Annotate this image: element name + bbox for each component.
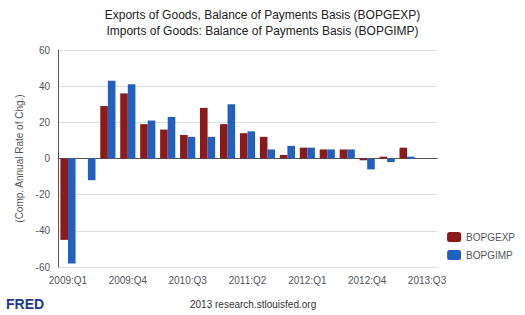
svg-text:2011:Q2: 2011:Q2 [229, 275, 267, 286]
svg-text:20: 20 [39, 117, 51, 128]
svg-text:2012:Q4: 2012:Q4 [348, 275, 387, 286]
svg-text:BOPGIMP: BOPGIMP [466, 250, 513, 261]
svg-text:2012:Q1: 2012:Q1 [288, 275, 327, 286]
svg-text:Exports of Goods, Balance of P: Exports of Goods, Balance of Payments Ba… [105, 8, 420, 22]
svg-text:0: 0 [44, 153, 50, 164]
svg-text:Imports of Goods: Balance of P: Imports of Goods: Balance of Payments Ba… [106, 24, 418, 38]
svg-text:40: 40 [39, 81, 51, 92]
svg-text:2009:Q1: 2009:Q1 [49, 275, 88, 286]
svg-text:2013:Q3: 2013:Q3 [408, 275, 447, 286]
svg-text:(Comp. Annual Rate of Chg.): (Comp. Annual Rate of Chg.) [14, 94, 25, 222]
svg-text:2013 research.stlouisfed.org: 2013 research.stlouisfed.org [190, 299, 316, 310]
svg-text:-20: -20 [36, 189, 51, 200]
svg-text:-40: -40 [36, 225, 51, 236]
svg-text:BOPGEXP: BOPGEXP [466, 232, 515, 243]
svg-text:-60: -60 [36, 262, 51, 273]
svg-text:2009:Q4: 2009:Q4 [109, 275, 148, 286]
svg-text:60: 60 [39, 45, 51, 56]
svg-text:FRED: FRED [6, 296, 44, 312]
svg-text:2010:Q3: 2010:Q3 [168, 275, 207, 286]
